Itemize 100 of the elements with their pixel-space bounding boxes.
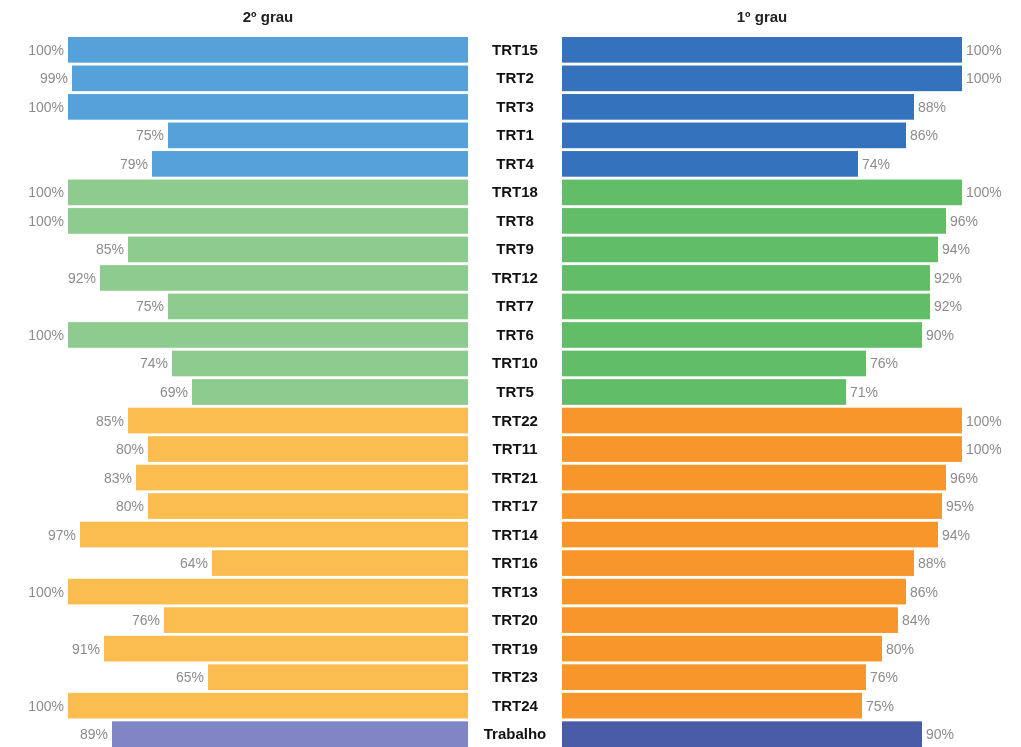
bar — [562, 94, 914, 120]
bar — [562, 179, 962, 206]
y-tick-label: TRT7 — [496, 297, 534, 315]
data-label: 79% — [119, 155, 148, 172]
data-label: 75% — [866, 697, 895, 714]
data-label: 92% — [67, 269, 96, 286]
chart-title: 2º grau — [242, 8, 294, 25]
data-label: 80% — [115, 498, 144, 515]
data-label: 94% — [942, 526, 971, 543]
bar — [68, 578, 468, 605]
bar — [148, 493, 468, 519]
bar — [72, 65, 468, 92]
data-label: 100% — [966, 412, 1002, 429]
bar — [172, 350, 468, 377]
y-tick-label: TRT9 — [496, 240, 534, 258]
data-label: 100% — [966, 41, 1002, 58]
y-tick-label: TRT5 — [496, 383, 534, 400]
bar — [562, 379, 846, 405]
bar — [562, 578, 906, 605]
y-tick-label: TRT3 — [496, 97, 534, 115]
bar — [562, 265, 930, 291]
bar — [562, 721, 922, 747]
bar — [562, 208, 946, 234]
bar — [164, 607, 468, 633]
data-label: 91% — [71, 640, 100, 657]
data-label: 92% — [934, 298, 963, 315]
y-tick-label: TRT12 — [492, 268, 538, 286]
data-label: 90% — [926, 326, 955, 343]
data-label: 100% — [28, 184, 64, 201]
data-label: 100% — [966, 70, 1002, 87]
bar — [128, 236, 468, 263]
data-label: 76% — [870, 355, 899, 372]
bar — [562, 293, 930, 320]
bar — [68, 179, 468, 206]
data-label: 80% — [115, 441, 144, 458]
y-tick-label: TRT19 — [492, 639, 538, 657]
bar — [68, 37, 468, 63]
bar — [168, 122, 468, 149]
data-label: 100% — [966, 184, 1002, 201]
y-tick-label: TRT22 — [492, 411, 538, 429]
data-label: 71% — [850, 384, 879, 400]
bar — [562, 322, 922, 348]
data-label: 97% — [47, 526, 76, 543]
bar — [562, 607, 898, 633]
y-tick-label: TRT18 — [492, 183, 538, 201]
bar — [68, 692, 468, 719]
bar — [562, 436, 962, 462]
bar — [68, 208, 468, 234]
bar — [152, 151, 468, 177]
data-label: 64% — [179, 555, 208, 572]
data-label: 76% — [870, 669, 899, 686]
data-label: 86% — [910, 127, 939, 144]
bar — [562, 692, 862, 719]
bar — [562, 407, 962, 434]
y-tick-label: TRT1 — [496, 126, 534, 144]
data-label: 92% — [934, 269, 963, 286]
y-tick-label: TRT21 — [492, 468, 538, 486]
y-tick-label: TRT23 — [492, 668, 538, 686]
bar — [68, 322, 468, 348]
data-label: 96% — [950, 212, 979, 229]
data-label: 94% — [942, 241, 971, 258]
bar — [562, 635, 882, 662]
data-label: 65% — [175, 669, 204, 686]
data-label: 75% — [135, 127, 164, 144]
y-tick-label: TRT6 — [496, 325, 534, 343]
y-tick-label: TRT24 — [492, 696, 539, 714]
bar — [562, 37, 962, 63]
bar — [68, 94, 468, 120]
data-label: 83% — [103, 469, 132, 486]
bar — [562, 65, 962, 92]
bar — [212, 550, 468, 576]
bar — [80, 521, 468, 548]
y-tick-label: TRT16 — [492, 554, 538, 572]
y-tick-label: TRT13 — [492, 582, 538, 600]
y-tick-label: TRT10 — [492, 354, 538, 372]
data-label: 88% — [918, 98, 947, 115]
data-label: 85% — [95, 412, 124, 429]
y-tick-label: TRT2 — [496, 69, 534, 87]
bar — [192, 379, 468, 405]
data-label: 90% — [926, 726, 955, 743]
bar — [562, 521, 938, 548]
data-label: 100% — [28, 326, 64, 343]
data-label: 74% — [139, 355, 168, 372]
bar — [562, 122, 906, 149]
bar — [136, 464, 468, 491]
bar — [562, 493, 942, 519]
data-label: 88% — [918, 555, 947, 572]
bar — [128, 407, 468, 434]
bar — [562, 236, 938, 263]
data-label: 89% — [79, 726, 108, 743]
y-tick-label: TRT11 — [492, 440, 538, 458]
data-label: 96% — [950, 469, 979, 486]
data-label: 95% — [946, 498, 975, 515]
y-tick-label: Trabalho — [483, 725, 547, 743]
bar — [208, 664, 468, 690]
bar — [148, 436, 468, 462]
bar — [104, 635, 468, 662]
data-label: 69% — [159, 384, 188, 400]
y-tick-label: TRT15 — [492, 40, 538, 58]
data-label: 85% — [95, 241, 124, 258]
